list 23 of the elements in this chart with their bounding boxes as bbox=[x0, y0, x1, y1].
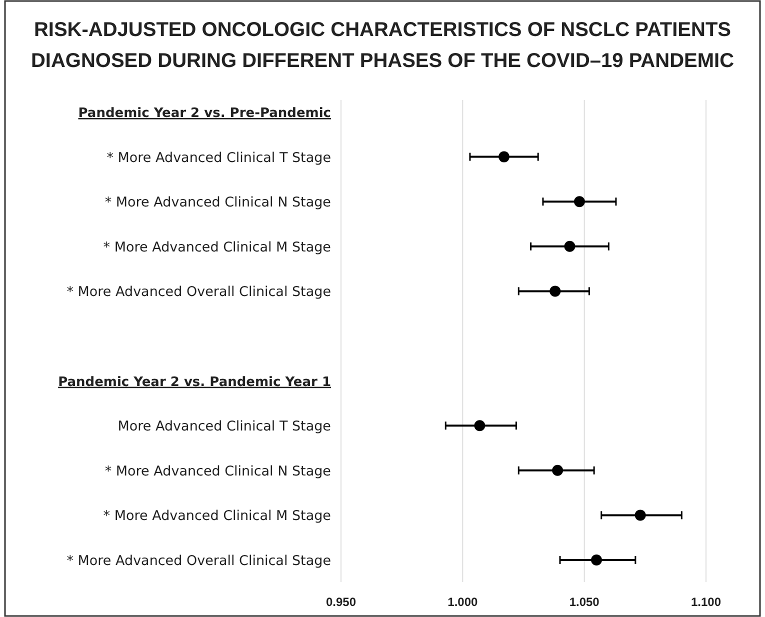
chart-title: RISK-ADJUSTED ONCOLOGIC CHARACTERISTICS OF NSCLC PATIENTS DIAGNOSED DURING DIFFERENT PHASES OF THE COVID–19 PANDEMIC bbox=[30, 19, 734, 72]
y-tick-label: Pandemic Year 2 vs. Pre-Pandemic bbox=[78, 106, 331, 121]
point bbox=[564, 240, 576, 252]
x-tick-label: 1.000 bbox=[448, 595, 478, 609]
y-tick-label: * More Advanced Overall Clinical Stage bbox=[66, 284, 331, 300]
x-tick-label: 1.050 bbox=[569, 595, 600, 609]
point bbox=[550, 286, 561, 297]
point bbox=[552, 464, 564, 476]
y-tick-label: * More Advanced Clinical N Stage bbox=[104, 463, 331, 480]
y-tick-label: * More Advanced Clinical N Stage bbox=[104, 194, 331, 211]
y-tick-label: * More Advanced Clinical M Stage bbox=[103, 508, 331, 524]
y-tick-label: Pandemic Year 2 vs. Pandemic Year 1 bbox=[58, 374, 331, 390]
point bbox=[574, 196, 585, 208]
y-tick-label: * More Advanced Overall Clinical Stage bbox=[66, 553, 331, 569]
point bbox=[591, 554, 602, 566]
x-tick-label: 1.100 bbox=[690, 595, 722, 609]
point bbox=[498, 151, 510, 162]
point bbox=[474, 420, 486, 432]
y-tick-label: More Advanced Clinical T Stage bbox=[118, 418, 331, 435]
x-tick-label: 0.950 bbox=[326, 595, 356, 609]
y-tick-label: * More Advanced Clinical T Stage bbox=[106, 150, 331, 166]
y-tick-label: * More Advanced Clinical M Stage bbox=[103, 239, 331, 256]
point bbox=[634, 510, 646, 521]
